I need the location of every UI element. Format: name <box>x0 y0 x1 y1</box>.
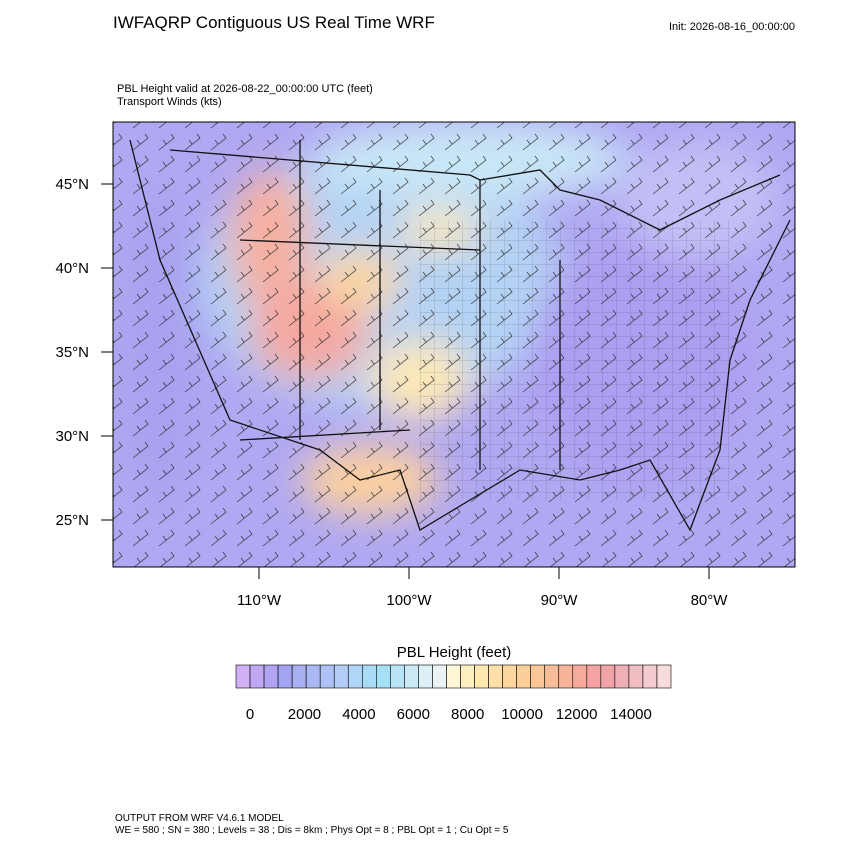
colorbar-box <box>347 664 363 689</box>
colorbar-box <box>249 664 265 689</box>
colorbar-box <box>263 664 279 689</box>
colorbar-box <box>390 664 405 689</box>
lat-label: 30°N <box>55 428 89 445</box>
colorbar-box <box>376 664 391 689</box>
footer-line: WE = 580 ; SN = 380 ; Levels = 38 ; Dis … <box>115 825 509 836</box>
colorbar-box <box>600 664 616 689</box>
colorbar-box <box>305 664 321 689</box>
lon-label: 90°W <box>541 592 579 609</box>
lat-label: 35°N <box>55 344 89 361</box>
colorbar-box <box>516 664 531 689</box>
colorbar-box <box>642 664 658 689</box>
colorbar-box <box>333 664 349 689</box>
lon-label: 100°W <box>386 592 432 609</box>
colorbar-title: PBL Height (feet) <box>397 644 512 661</box>
lon-label: 80°W <box>691 592 729 609</box>
colorbar-box <box>614 664 630 689</box>
colorbar-box <box>530 664 546 689</box>
colorbar-label: 10000 <box>501 706 543 723</box>
wind-label: Transport Winds (kts) <box>117 96 222 108</box>
colorbar-box <box>558 664 574 689</box>
colorbar-label: 12000 <box>556 706 598 723</box>
colorbar-box <box>235 664 251 689</box>
colorbar-box <box>277 664 293 689</box>
lat-label: 25°N <box>55 512 89 529</box>
colorbar-box <box>361 664 377 689</box>
map-frame <box>112 121 796 568</box>
init-time: Init: 2026-08-16_00:00:00 <box>669 21 795 33</box>
colorbar-box <box>488 664 503 689</box>
colorbar-box <box>544 664 560 689</box>
map-field <box>113 122 795 567</box>
colorbar-label: 6000 <box>397 706 430 723</box>
lon-label: 110°W <box>237 592 282 609</box>
footer-line: OUTPUT FROM WRF V4.6.1 MODEL <box>115 813 284 824</box>
lat-label: 45°N <box>55 176 89 193</box>
colorbar-box <box>460 664 475 689</box>
colorbar-box <box>502 664 517 689</box>
colorbar-box <box>404 664 419 689</box>
colorbar-box <box>586 664 602 689</box>
colorbar-box <box>319 664 335 689</box>
colorbar-label: 4000 <box>342 706 375 723</box>
colorbar-box <box>628 664 644 689</box>
colorbar-box <box>474 664 489 689</box>
colorbar-box <box>432 664 447 689</box>
colorbar-label: 8000 <box>451 706 484 723</box>
colorbar-box <box>418 664 433 689</box>
lat-label: 40°N <box>55 260 89 277</box>
title: IWFAQRP Contiguous US Real Time WRF <box>113 13 435 32</box>
field-label: PBL Height valid at 2026-08-22_00:00:00 … <box>117 83 373 95</box>
colorbar-label: 0 <box>246 706 254 723</box>
colorbar-label: 14000 <box>610 706 652 723</box>
colorbar-box <box>656 664 672 689</box>
colorbar-box <box>291 664 307 689</box>
colorbar-box <box>446 664 461 689</box>
colorbar-label: 2000 <box>288 706 321 723</box>
colorbar-box <box>572 664 588 689</box>
